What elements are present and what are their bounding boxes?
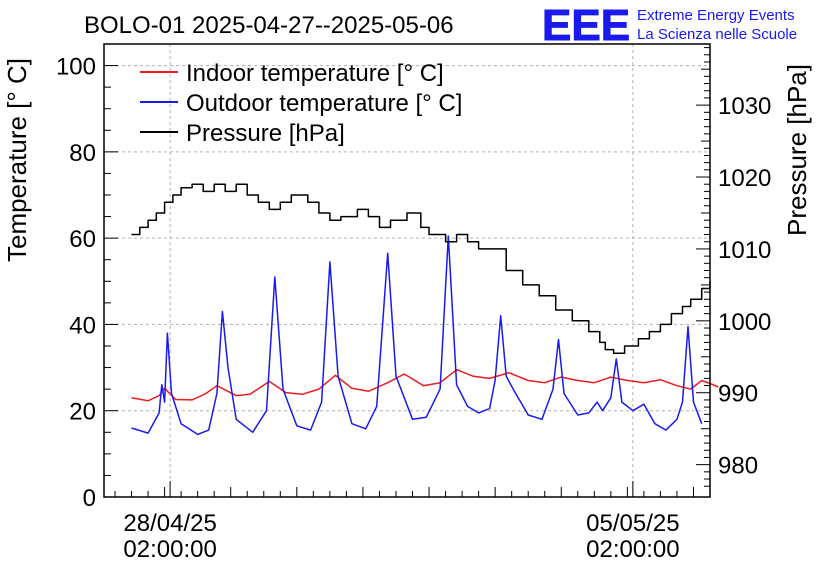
- series-line-0: [131, 368, 719, 402]
- right-tick-label: 990: [718, 381, 758, 408]
- right-tick-label: 1020: [718, 165, 771, 192]
- eee-logo-line1: Extreme Energy Events: [637, 7, 795, 24]
- left-axis-title: Temperature [° C]: [2, 58, 32, 262]
- left-tick-label: 40: [69, 312, 96, 339]
- left-tick-label: 0: [83, 485, 96, 512]
- eee-logo-mark: EEE: [542, 1, 630, 50]
- left-axis: 0 20 40 60 80 100: [56, 54, 118, 512]
- legend-label-2: Pressure [hPa]: [186, 120, 345, 147]
- x-tick-label-time: 02:00:00: [586, 536, 679, 563]
- x-tick-label-time: 02:00:00: [123, 536, 216, 563]
- left-tick-label: 60: [69, 226, 96, 253]
- left-tick-label: 20: [69, 399, 96, 426]
- series-line-1: [131, 235, 703, 436]
- right-axis: 980 990 1000 1010 1020 1030: [696, 47, 771, 487]
- left-tick-label: 80: [69, 140, 96, 167]
- legend-label-1: Outdoor temperature [° C]: [186, 90, 462, 117]
- eee-logo: EEE Extreme Energy Events La Scienza nel…: [542, 1, 798, 51]
- series-line-2: [131, 183, 711, 354]
- legend-label-0: Indoor temperature [° C]: [186, 60, 444, 87]
- right-tick-label: 1000: [718, 309, 771, 336]
- right-axis-title: Pressure [hPa]: [782, 64, 812, 236]
- left-tick-label: 100: [56, 54, 96, 81]
- eee-logo-line2: La Scienza nelle Scuole: [637, 26, 797, 43]
- legend: Indoor temperature [° C] Outdoor temperat…: [140, 60, 462, 147]
- grid: [104, 44, 710, 497]
- x-tick-label-date: 28/04/25: [123, 510, 216, 537]
- right-tick-label: 1030: [718, 93, 771, 120]
- x-tick-label-date: 05/05/25: [586, 510, 679, 537]
- series-layer: [131, 183, 719, 436]
- chart-title: BOLO-01 2025-04-27--2025-05-06: [84, 12, 454, 39]
- right-tick-label: 980: [718, 453, 758, 480]
- right-tick-label: 1010: [718, 237, 771, 264]
